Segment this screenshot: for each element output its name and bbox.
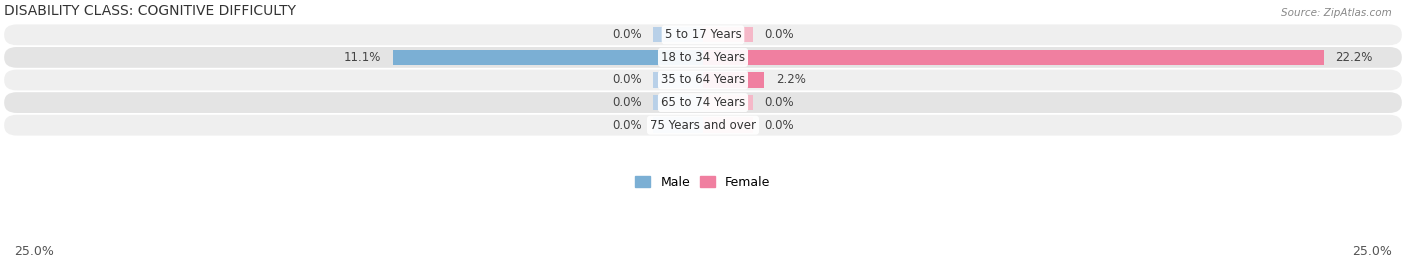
- Bar: [392, 50, 703, 65]
- Text: 0.0%: 0.0%: [765, 96, 794, 109]
- FancyBboxPatch shape: [4, 47, 1402, 68]
- Text: 0.0%: 0.0%: [612, 73, 641, 87]
- FancyBboxPatch shape: [4, 92, 1402, 113]
- Text: 22.2%: 22.2%: [1334, 51, 1372, 64]
- Bar: [703, 27, 754, 43]
- Bar: [703, 118, 754, 133]
- Text: DISABILITY CLASS: COGNITIVE DIFFICULTY: DISABILITY CLASS: COGNITIVE DIFFICULTY: [4, 4, 297, 18]
- Bar: [652, 27, 703, 43]
- FancyBboxPatch shape: [4, 24, 1402, 45]
- Text: 75 Years and over: 75 Years and over: [650, 119, 756, 132]
- Bar: [703, 50, 1323, 65]
- Bar: [703, 95, 754, 110]
- Text: 18 to 34 Years: 18 to 34 Years: [661, 51, 745, 64]
- FancyBboxPatch shape: [4, 70, 1402, 90]
- Text: Source: ZipAtlas.com: Source: ZipAtlas.com: [1281, 8, 1392, 18]
- FancyBboxPatch shape: [4, 115, 1402, 136]
- Bar: [703, 72, 765, 88]
- Bar: [652, 95, 703, 110]
- Text: 25.0%: 25.0%: [14, 245, 53, 258]
- Text: 25.0%: 25.0%: [1353, 245, 1392, 258]
- Text: 0.0%: 0.0%: [612, 119, 641, 132]
- Legend: Male, Female: Male, Female: [636, 176, 770, 189]
- Text: 35 to 64 Years: 35 to 64 Years: [661, 73, 745, 87]
- Text: 0.0%: 0.0%: [612, 96, 641, 109]
- Bar: [652, 72, 703, 88]
- Text: 0.0%: 0.0%: [765, 28, 794, 41]
- Text: 0.0%: 0.0%: [765, 119, 794, 132]
- Text: 11.1%: 11.1%: [344, 51, 381, 64]
- Text: 2.2%: 2.2%: [776, 73, 806, 87]
- Text: 5 to 17 Years: 5 to 17 Years: [665, 28, 741, 41]
- Bar: [652, 118, 703, 133]
- Text: 0.0%: 0.0%: [612, 28, 641, 41]
- Text: 65 to 74 Years: 65 to 74 Years: [661, 96, 745, 109]
